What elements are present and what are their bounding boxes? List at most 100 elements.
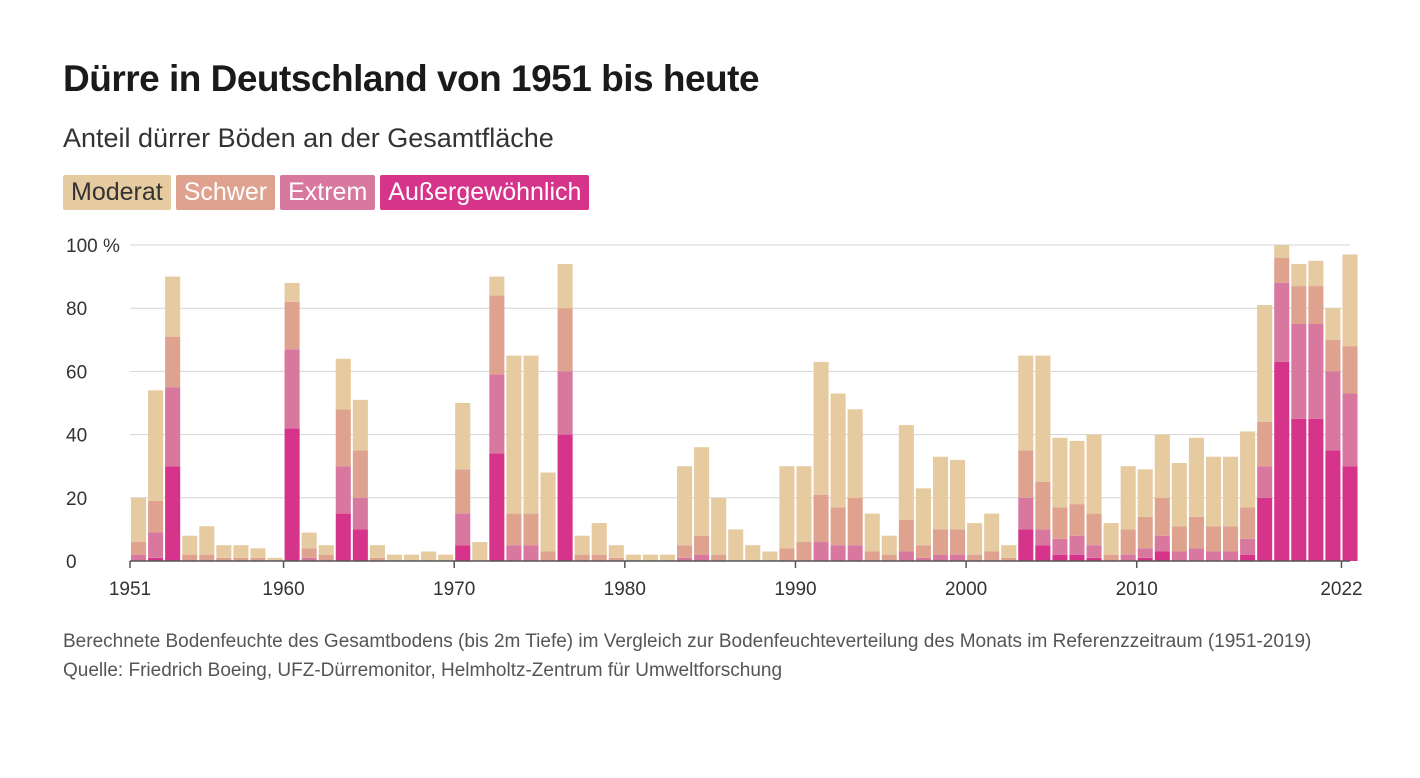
- bar-2000-0: [967, 523, 983, 555]
- bar-2000-1: [967, 554, 983, 561]
- bar-1984-2: [694, 554, 710, 561]
- y-axis: 0 20 40 60 80 100 %: [66, 236, 120, 573]
- bar-1984-0: [694, 447, 710, 536]
- bar-1953-2: [165, 387, 181, 467]
- bar-1952-2: [148, 532, 164, 558]
- bar-2003-1: [1018, 450, 1034, 498]
- bar-2001-0: [984, 513, 1000, 552]
- bar-1996-0: [898, 425, 914, 520]
- bar-2015-1: [1223, 526, 1239, 552]
- bar-2018-2: [1274, 282, 1290, 362]
- bar-1989-0: [779, 466, 795, 549]
- bar-1991-2: [813, 542, 829, 561]
- bar-2004-3: [1035, 545, 1051, 561]
- bar-1992-2: [830, 545, 846, 561]
- bar-2006-2: [1069, 535, 1085, 555]
- bar-1974-1: [523, 513, 539, 546]
- bar-2015-0: [1223, 456, 1239, 527]
- bar-2004-1: [1035, 482, 1051, 530]
- bar-1994-0: [864, 513, 880, 552]
- bar-1999-2: [950, 554, 966, 561]
- bar-2017-2: [1257, 466, 1273, 498]
- bar-1952-0: [148, 390, 164, 501]
- bar-2019-0: [1291, 263, 1307, 287]
- bar-1977-1: [574, 554, 590, 561]
- bar-1973-1: [506, 513, 522, 546]
- bar-2005-1: [1052, 507, 1068, 539]
- bar-1991-0: [813, 361, 829, 495]
- bar-1971-0: [472, 542, 488, 561]
- x-tick-label: 1951: [109, 579, 151, 600]
- bar-1980-0: [625, 554, 641, 561]
- bar-1965-0: [369, 545, 385, 558]
- source-note: Quelle: Friedrich Boeing, UFZ-Dürremonit…: [63, 659, 783, 681]
- bar-2005-2: [1052, 538, 1068, 555]
- bar-2020-1: [1308, 286, 1324, 324]
- bar-1985-0: [711, 497, 727, 555]
- bar-1973-2: [506, 545, 522, 561]
- bar-1956-1: [216, 557, 232, 561]
- bar-1992-0: [830, 393, 846, 508]
- bar-2010-1: [1137, 516, 1153, 549]
- bar-2016-1: [1240, 507, 1256, 539]
- bar-2004-2: [1035, 529, 1051, 546]
- bar-1966-0: [386, 554, 403, 561]
- bar-1954-1: [182, 554, 198, 561]
- bar-1997-0: [915, 488, 931, 546]
- bar-1965-1: [369, 557, 385, 561]
- bar-2018-1: [1274, 257, 1290, 283]
- bar-2016-3: [1240, 554, 1256, 561]
- bar-1954-0: [182, 535, 198, 555]
- bar-2014-1: [1205, 526, 1222, 552]
- bar-1988-0: [762, 551, 778, 561]
- bar-1993-2: [847, 545, 863, 561]
- bar-2010-2: [1137, 548, 1153, 558]
- bar-1973-0: [506, 355, 522, 514]
- bar-2008-0: [1103, 523, 1119, 555]
- y-tick-label: 20: [66, 489, 87, 510]
- bar-1978-0: [591, 523, 607, 555]
- legend-aussergewoehnlich: Außergewöhnlich: [380, 175, 590, 210]
- bar-1996-1: [898, 519, 914, 552]
- bar-1968-0: [421, 551, 437, 561]
- bar-1990-1: [796, 542, 812, 561]
- bar-1961-0: [301, 532, 317, 549]
- bar-1997-2: [915, 557, 931, 561]
- bar-2006-0: [1069, 440, 1085, 505]
- bar-2014-0: [1205, 456, 1222, 527]
- y-tick-label: 100 %: [66, 236, 120, 257]
- footnotes: Berechnete Bodenfeuchte des Gesamtbodens…: [63, 628, 1343, 685]
- bar-2012-0: [1171, 463, 1187, 527]
- bar-1951-2: [131, 554, 147, 561]
- legend: Moderat Schwer Extrem Außergewöhnlich: [63, 175, 590, 210]
- bar-2017-0: [1257, 305, 1273, 422]
- bar-2002-0: [1001, 545, 1017, 558]
- bar-1985-1: [711, 554, 727, 561]
- bar-1963-1: [335, 409, 351, 467]
- bar-1998-1: [932, 529, 949, 555]
- bar-2022-3: [1342, 466, 1358, 561]
- bar-1970-1: [455, 469, 471, 514]
- bar-1959-0: [267, 557, 283, 561]
- chart-title: Dürre in Deutschland von 1951 bis heute: [63, 58, 760, 99]
- method-note: Berechnete Bodenfeuchte des Gesamtbodens…: [63, 631, 1312, 652]
- bar-1969-0: [438, 554, 454, 561]
- bar-1970-3: [455, 545, 471, 561]
- x-tick-label: 1960: [262, 579, 304, 600]
- bar-2016-2: [1240, 538, 1256, 555]
- y-tick-label: 0: [66, 552, 77, 573]
- bar-1960-0: [284, 282, 300, 302]
- bar-1958-0: [250, 548, 266, 558]
- bar-1951-1: [131, 542, 147, 555]
- bar-1953-3: [165, 466, 181, 561]
- x-tick-label: 1980: [604, 579, 646, 600]
- bar-1987-0: [745, 545, 761, 561]
- bar-1998-0: [932, 456, 949, 530]
- bar-1952-3: [148, 557, 164, 561]
- bar-1990-0: [796, 466, 812, 543]
- bar-2016-0: [1240, 431, 1256, 508]
- x-tick-label: 2022: [1320, 579, 1362, 600]
- bar-1956-0: [216, 545, 232, 558]
- x-tick-label: 1990: [774, 579, 816, 600]
- bar-1975-0: [540, 472, 556, 552]
